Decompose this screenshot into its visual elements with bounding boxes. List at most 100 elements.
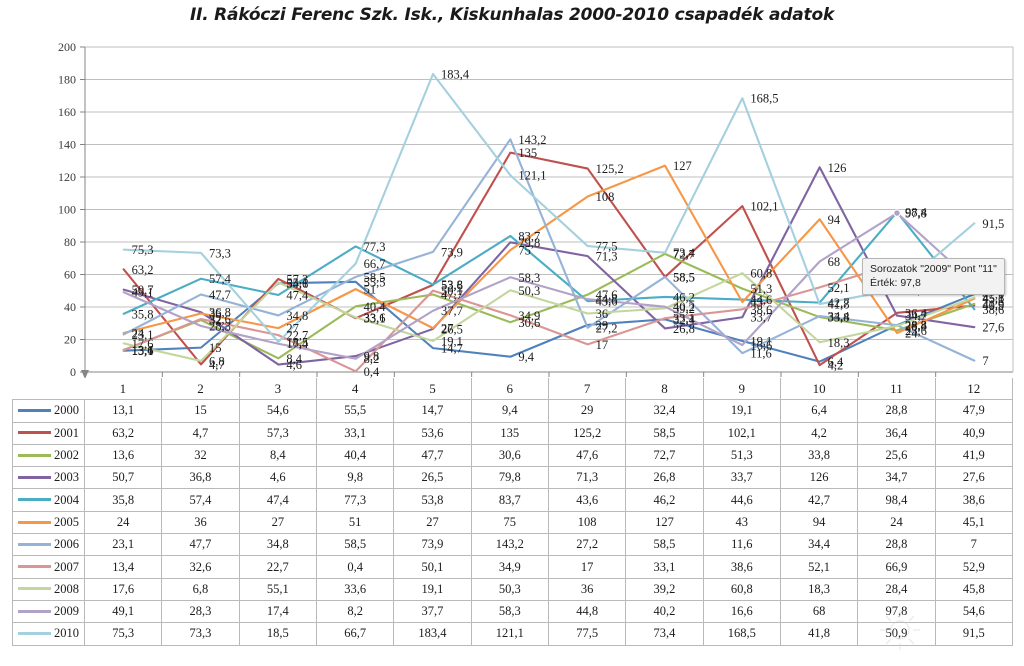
data-label: 68 [828,255,841,269]
y-axis-tick-label: 100 [58,203,76,217]
table-cell: 94 [779,510,859,535]
data-label: 58,5 [673,270,695,284]
legend-item-2002[interactable]: 2002 [12,443,85,468]
legend-swatch-icon [18,587,51,591]
table-cell: 108 [547,510,627,535]
table-corner-cell [13,378,85,400]
legend-swatch-icon [18,565,51,569]
data-label: 42,7 [828,296,850,310]
legend-swatch-icon [18,409,51,413]
legend-item-2003[interactable]: 2003 [12,466,85,490]
data-label: 98,4 [905,206,928,220]
data-label: 13,6 [132,343,154,357]
table-cell: 13,4 [83,555,163,579]
data-label: 73,3 [209,246,231,260]
legend-item-2000[interactable]: 2000 [12,399,85,423]
table-col-header-11: 11 [857,378,936,401]
data-label: 35,8 [132,307,154,321]
table-cell: 28,4 [857,577,936,601]
data-label: 36,4 [905,306,928,320]
table-cell: 34,4 [779,533,859,557]
table-cell: 58,5 [315,533,395,557]
table-col-header-10: 10 [780,378,859,401]
data-label: 91,5 [982,217,1004,231]
data-label: 121,1 [518,169,546,183]
table-cell: 45,1 [934,510,1014,535]
legend-label: 2010 [54,626,79,641]
table-cell: 40,4 [315,443,395,468]
table-col-header-6: 6 [471,378,549,401]
data-table-wrapper: 1 2 3 4 5 6 7 8 9 10 11 12 2000 13,1 15 54,6 55,5 14,7 9,4… [12,378,1014,646]
series-line-2007[interactable] [122,262,976,373]
table-cell: 60,8 [702,577,781,601]
data-label: 29 [596,318,609,332]
data-label: 14,7 [441,342,463,356]
table-cell: 9,4 [470,399,549,423]
data-label: 37,7 [441,304,463,318]
series-line-2006[interactable] [122,138,976,362]
hovered-point-marker[interactable] [893,209,901,217]
table-cell: 66,9 [857,555,936,579]
table-cell: 23,1 [83,533,163,557]
table-cell: 36 [161,510,240,535]
data-label: 33,8 [828,311,850,325]
legend-item-2007[interactable]: 2007 [12,555,85,579]
series-line-2010[interactable] [122,72,976,343]
table-row: 2007 13,4 32,6 22,7 0,4 50,1 34,9 17 33,1 38,6 52,… [12,555,1014,579]
series-line-2004[interactable] [122,211,976,315]
table-cell: 58,3 [470,599,549,624]
data-point-tooltip: Sorozatok "2009" Pont "11" Érték: 97,8 [862,258,1005,296]
data-label: 32 [209,314,222,328]
series-line-2003[interactable] [122,166,976,366]
data-label: 50,1 [441,284,463,298]
series-line-2002[interactable] [122,252,976,360]
data-label: 28,3 [209,320,231,334]
table-cell: 28,8 [857,399,936,423]
series-line-2008[interactable] [122,272,976,363]
table-row: 2002 13,6 32 8,4 40,4 47,7 30,6 47,6 72,7 51,3 33,… [12,443,1014,468]
legend-item-2001[interactable]: 2001 [12,421,85,445]
data-label: 33,1 [364,312,386,326]
table-cell: 40,9 [934,421,1014,445]
legend-item-2008[interactable]: 2008 [12,577,85,601]
table-col-header-2: 2 [161,378,240,401]
table-cell: 52,1 [779,555,859,579]
data-label: 27,6 [982,321,1004,335]
data-label: 26,5 [441,322,463,336]
legend-item-2010[interactable]: 2010 [12,622,85,646]
legend-item-2004[interactable]: 2004 [12,488,85,512]
table-cell: 98,4 [857,488,936,512]
data-label: 19,1 [441,334,463,348]
table-cell: 55,1 [238,577,317,601]
table-cell: 50,7 [83,466,163,490]
data-label: 57,3 [286,272,308,286]
legend-item-2006[interactable]: 2006 [12,533,85,557]
table-row: 2010 75,3 73,3 18,5 66,7 183,4 121,1 77,5 73,4 16… [12,622,1014,646]
y-axis-tick-label: 160 [58,105,76,119]
data-label: 58,5 [673,270,695,284]
legend-item-2005[interactable]: 2005 [12,510,85,535]
legend-label: 2009 [54,604,79,619]
data-label: 38,6 [750,303,772,317]
data-label: 47,7 [441,288,463,302]
table-cell: 54,6 [238,399,317,423]
data-label: 23,1 [132,328,154,342]
legend-item-2009[interactable]: 2009 [12,599,85,624]
table-cell: 34,9 [470,555,549,579]
table-cell: 127 [625,510,704,535]
data-label: 53,8 [441,278,463,292]
data-label: 108 [596,190,615,204]
table-row: 2003 50,7 36,8 4,6 9,8 26,5 79,8 71,3 26,8 33,7 12… [12,466,1014,490]
data-label: 66,7 [364,257,386,271]
table-cell: 72,7 [625,443,704,468]
table-cell: 8,2 [315,599,395,624]
table-cell: 44,8 [547,599,627,624]
data-label: 17 [596,338,609,352]
data-label: 18,3 [828,336,850,350]
table-cell: 6,8 [161,577,240,601]
legend-swatch-icon [18,609,51,613]
series-line-2009[interactable] [122,212,976,360]
legend-label: 2003 [54,470,79,485]
table-cell: 17,4 [238,599,317,624]
data-label: 52,1 [828,281,850,295]
